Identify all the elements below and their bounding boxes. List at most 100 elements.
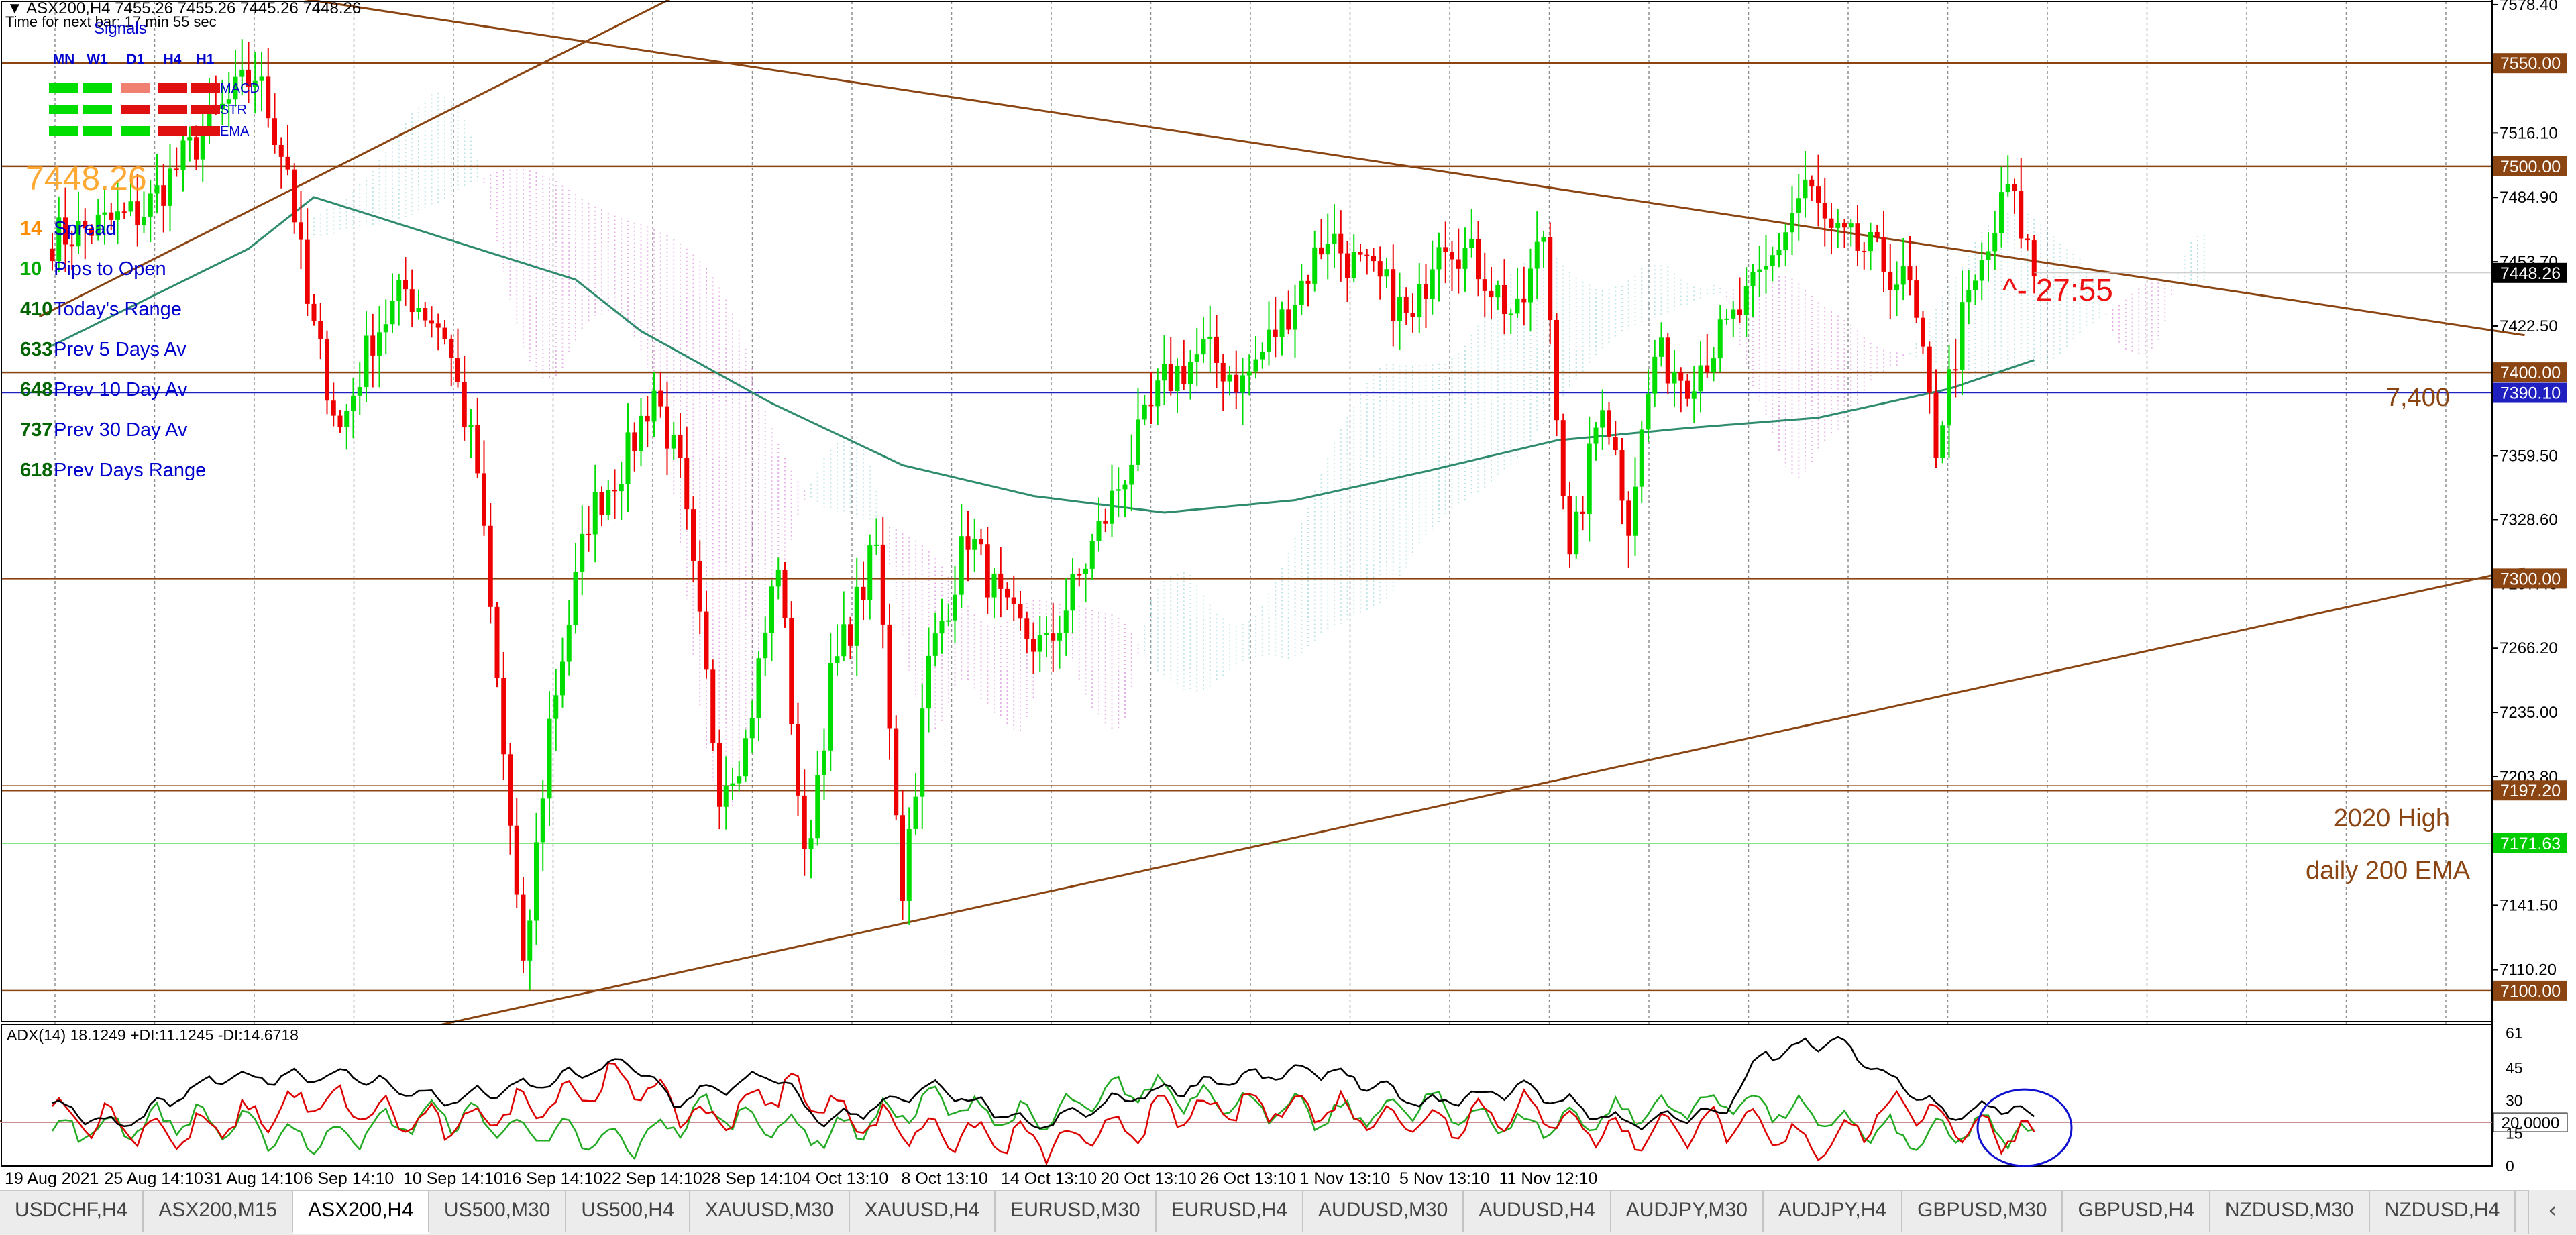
adx-level-label-text: 20.0000 <box>2502 1114 2560 1132</box>
candle-body <box>1188 362 1193 384</box>
tab-gbpusd-m30[interactable]: GBPUSD,M30 <box>1902 1191 2063 1232</box>
tab-audusd-m30[interactable]: AUDUSD,M30 <box>1303 1191 1464 1232</box>
candle-body <box>861 586 866 600</box>
candle-body <box>932 633 938 656</box>
signal-cell <box>158 126 187 136</box>
candle-body <box>808 838 814 849</box>
tab-audjpy-h4[interactable]: AUDJPY,H4 <box>1764 1191 1903 1232</box>
candle-body <box>874 544 879 546</box>
tab-asx200-m15[interactable]: ASX200,M15 <box>144 1191 294 1232</box>
tab-us500-m30[interactable]: US500,M30 <box>429 1191 567 1232</box>
tab-nzdusd-m30[interactable]: NZDUSD,M30 <box>2210 1191 2370 1232</box>
candle-body <box>1044 633 1049 635</box>
tab-gbpusd-h4[interactable]: GBPUSD,H4 <box>2063 1191 2210 1232</box>
price-tick-label: 7359.50 <box>2500 447 2558 466</box>
candle-body <box>56 217 62 262</box>
candle-body <box>1711 358 1716 373</box>
candle-body <box>704 611 709 670</box>
candle-body <box>2031 240 2037 277</box>
candle-body <box>1855 223 1860 251</box>
candle-body <box>482 473 486 526</box>
candle-body <box>2012 184 2017 191</box>
candle-body <box>1874 231 1880 237</box>
candle-body <box>1593 427 1599 444</box>
info-row-value: 618 <box>20 460 52 481</box>
candle-body <box>161 185 166 206</box>
candle-body <box>547 718 552 799</box>
candle-body <box>1057 633 1062 641</box>
tab-xauusd-h4[interactable]: XAUUSD,H4 <box>850 1191 996 1232</box>
candle-body <box>494 606 500 678</box>
info-row-prev-30-day-av: 737 Prev 30 Day Av <box>20 419 188 441</box>
candle-body <box>102 212 107 215</box>
tab-usdchf-h4[interactable]: USDCHF,H4 <box>0 1191 144 1232</box>
next-bar-timer: Time for next bar: 17 min 55 sec <box>5 13 217 30</box>
candle-body <box>1450 252 1454 260</box>
candle-body <box>1253 359 1258 372</box>
candle-body <box>1103 521 1108 524</box>
candle-body <box>789 618 794 724</box>
candle-body <box>1476 238 1481 280</box>
candle-body <box>1364 254 1370 256</box>
candle-body <box>769 586 774 633</box>
info-row-label: Prev 5 Days Av <box>54 339 186 360</box>
candle-body <box>266 76 271 119</box>
candle-body <box>1691 391 1697 399</box>
candle-body <box>1234 374 1239 393</box>
info-row-label: Prev 30 Day Av <box>54 419 188 441</box>
info-row-label: Prev 10 Day Av <box>54 379 188 400</box>
time-tick-label: 31 Aug 14:10 <box>204 1169 303 1188</box>
candle-body <box>1051 633 1056 641</box>
label-2020-high: 2020 High <box>2334 804 2450 833</box>
time-tick-label: 16 Sep 14:10 <box>503 1169 603 1188</box>
signal-cell <box>83 83 112 93</box>
tab-eurusd-m30[interactable]: EURUSD,M30 <box>996 1191 1157 1232</box>
candle-body <box>678 434 683 458</box>
candle-body <box>1456 259 1461 269</box>
candle-body <box>69 244 74 247</box>
candle-body <box>606 490 611 515</box>
candle-body <box>1822 203 1827 219</box>
candle-body <box>1024 618 1030 639</box>
candle-body <box>1286 309 1291 330</box>
candle-body <box>671 434 676 449</box>
candle-body <box>1403 297 1409 313</box>
candle-body <box>187 137 193 141</box>
price-chart[interactable]: 7578.407516.107484.907453.707422.507359.… <box>0 0 2576 1190</box>
tab-audusd-h4[interactable]: AUDUSD,H4 <box>1464 1191 1611 1232</box>
tab-audjpy-m30[interactable]: AUDJPY,M30 <box>1611 1191 1764 1232</box>
candle-body <box>1809 179 1815 187</box>
time-tick-label: 19 Aug 2021 <box>5 1169 99 1188</box>
tab-eurusd-h4[interactable]: EURUSD,H4 <box>1157 1191 1303 1232</box>
candle-body <box>1587 443 1592 515</box>
candle-body <box>1534 241 1540 269</box>
tab-asx200-h4[interactable]: ASX200,H4 <box>293 1191 429 1234</box>
candle-body <box>1737 309 1742 315</box>
candle-body <box>2019 191 2024 239</box>
candle-body <box>749 718 755 739</box>
candle-body <box>527 920 533 961</box>
candle-body <box>475 425 480 474</box>
signal-cell <box>49 83 78 93</box>
tab-xauusd-m30[interactable]: XAUUSD,M30 <box>690 1191 850 1232</box>
candle-body <box>1999 192 2004 233</box>
candle-body <box>1639 429 1644 487</box>
candle-body <box>272 118 277 145</box>
level-price-label-text: 7400.00 <box>2500 364 2561 382</box>
level-price-label-7171.63: 7171.63 <box>2493 833 2567 853</box>
price-tick-label: 7110.20 <box>2500 961 2557 979</box>
level-price-label-text: 7171.63 <box>2500 835 2561 853</box>
candle-body <box>2025 238 2030 241</box>
candle-body <box>449 338 454 358</box>
candle-body <box>828 663 833 751</box>
adx-plus-di-line <box>51 1073 2035 1161</box>
candle-body <box>435 323 441 328</box>
candle-body <box>514 825 519 895</box>
candle-body <box>1037 635 1042 652</box>
candle-body <box>1469 238 1474 248</box>
tab-us500-h4[interactable]: US500,H4 <box>566 1191 690 1232</box>
tabs-scroll-left-icon[interactable]: ‹ <box>2528 1190 2576 1234</box>
candle-body <box>1764 266 1768 270</box>
tab-nzdusd-h4[interactable]: NZDUSD,H4 <box>2370 1191 2516 1232</box>
